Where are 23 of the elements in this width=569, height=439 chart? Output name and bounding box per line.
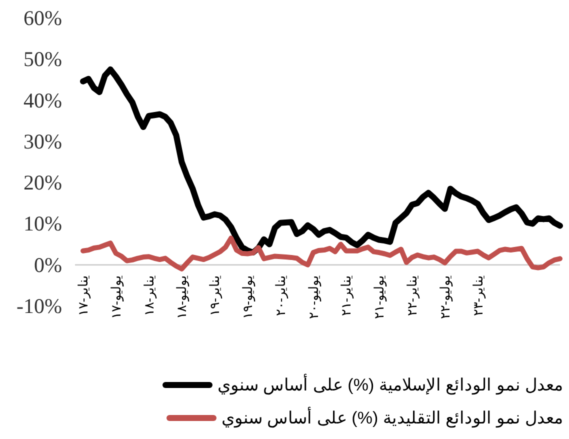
y-tick-label: 10% [24, 212, 62, 236]
x-tick-label: يوليو-١٨ [174, 274, 190, 320]
x-tick-label: يوليو-١٩ [240, 274, 256, 320]
x-tick-label: يناير-٢١ [338, 274, 355, 316]
x-tick-label: يوليو-٢٢ [437, 274, 454, 320]
y-tick-label: 20% [24, 170, 62, 195]
legend-label: معدل نمو الودائع التقليدية (%) على أساس سنوي [222, 406, 563, 428]
legend-label: معدل نمو الودائع الإسلامية (%) على أساس سنوي [218, 374, 563, 396]
y-tick-label: 60% [24, 6, 62, 30]
y-tick-label: 30% [24, 129, 62, 154]
x-tick-label: يناير-٢٠ [272, 274, 289, 316]
x-tick-label: يوليو-٢١ [372, 274, 388, 320]
x-tick-label: يناير-١٧ [76, 274, 92, 316]
y-tick-label: -10% [16, 294, 62, 318]
x-tick-label: يناير-٢٢ [404, 274, 420, 316]
x-tick-label: يوليو-٢٠ [306, 274, 322, 320]
y-tick-label: 0% [34, 252, 62, 277]
x-tick-label: يناير-١٩ [207, 274, 224, 316]
x-tick-label: يناير-٢٣ [470, 274, 486, 316]
x-tick-label: يناير-١٨ [141, 274, 158, 316]
x-tick-label: يوليو-١٧ [108, 274, 124, 320]
y-tick-label: 40% [24, 88, 62, 112]
y-tick-label: 50% [24, 47, 62, 72]
